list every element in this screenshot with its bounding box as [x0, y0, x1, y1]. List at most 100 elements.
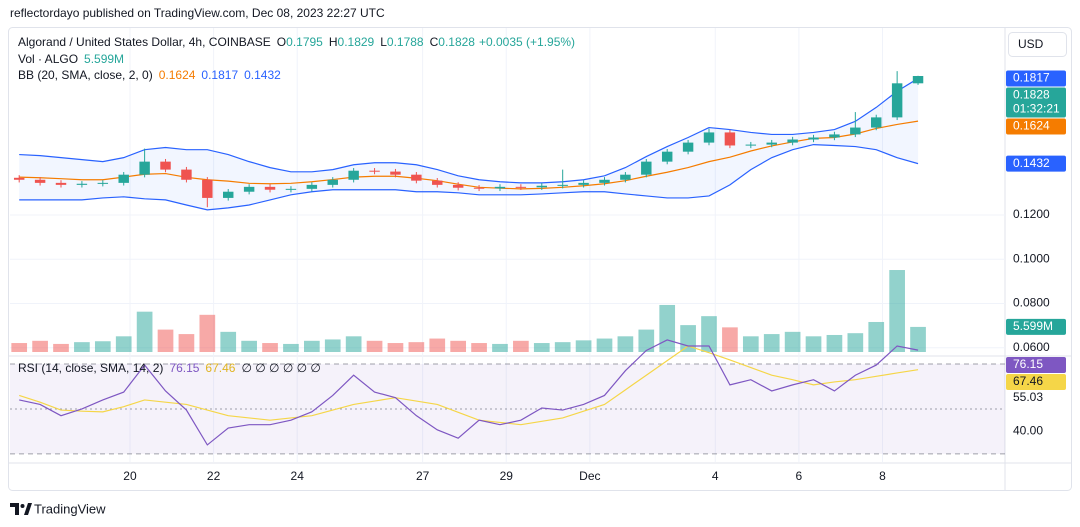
volume-bar — [11, 343, 28, 352]
y-tick-label: 0.0800 — [1013, 296, 1050, 310]
price-badge-label: 67.46 — [1013, 374, 1043, 388]
candle-body — [285, 188, 297, 190]
candle-body — [243, 186, 255, 192]
legend-item: 0.1788 — [387, 35, 424, 49]
candle-body — [494, 186, 506, 189]
candle-body — [912, 76, 924, 84]
volume-bar — [492, 343, 508, 352]
bb-lower — [19, 143, 919, 211]
candle-body — [599, 179, 610, 183]
legend-item: 0.1828 — [438, 35, 475, 49]
x-tick-label: 6 — [796, 469, 803, 483]
candle-body — [306, 184, 318, 189]
volume-bar — [617, 336, 634, 352]
volume-bar — [304, 340, 320, 352]
y-tick-label: 55.03 — [1013, 390, 1043, 404]
x-tick-label: 27 — [416, 469, 430, 483]
rsi-line — [19, 339, 919, 446]
brand-name: TradingView — [34, 501, 106, 516]
volume-bar — [408, 342, 425, 352]
legend: BB (20, SMA, close, 2, 0) 0.1624 0.1817 0.1… — [18, 68, 281, 82]
legend-item: 0.1624 — [159, 68, 196, 82]
volume-bar — [115, 336, 132, 352]
candle-body — [641, 161, 652, 175]
candle-body — [160, 161, 171, 170]
brand-logo — [10, 503, 32, 515]
candle-body — [55, 182, 67, 185]
candle-body — [97, 182, 109, 184]
legend-item: 0.1829 — [338, 35, 375, 49]
volume-bar — [659, 304, 676, 352]
volume-bar — [324, 339, 341, 352]
byline: reflectordayo published on TradingView.c… — [10, 6, 385, 20]
volume-bar — [178, 334, 195, 352]
currency-label[interactable]: USD — [1018, 37, 1044, 51]
price-badge — [1006, 155, 1066, 172]
volume-bar — [471, 343, 487, 352]
legend: Vol · ALGO 5.599M — [18, 52, 124, 66]
y-tick-label: 40.00 — [1013, 424, 1043, 438]
volume-bar — [94, 341, 111, 352]
candle-body — [557, 184, 568, 186]
chart-frame — [8, 27, 1072, 491]
candle-body — [390, 171, 401, 175]
y-tick-label: 0.1000 — [1013, 251, 1050, 265]
volume-bar — [638, 329, 655, 352]
candle-body — [118, 174, 129, 183]
price-badge-label: 0.1432 — [1013, 156, 1050, 170]
candle-body — [411, 174, 422, 181]
price-badge-label: 0.1817 — [1013, 71, 1050, 85]
volume-bar — [722, 327, 738, 352]
legend-item: H — [329, 35, 338, 49]
volume-bar — [826, 334, 843, 352]
volume-bar — [53, 343, 69, 352]
volume-bar — [450, 340, 467, 352]
volume-bar — [262, 343, 278, 352]
candle-body — [578, 182, 589, 185]
x-tick-label: 20 — [123, 469, 137, 483]
price-badge-label: 0.1828 — [1013, 88, 1050, 102]
candle-body — [139, 161, 150, 175]
volume-bar — [575, 340, 592, 352]
candle-body — [829, 134, 840, 138]
candle-body — [473, 187, 485, 189]
candle-body — [808, 137, 819, 140]
x-tick-label: 22 — [207, 469, 221, 483]
volume-bar — [136, 311, 153, 352]
legend-item: L — [380, 35, 387, 49]
legend-item: Vol · ALGO — [18, 52, 78, 66]
countdown: 01:32:21 — [1013, 102, 1060, 116]
volume-bar — [742, 336, 759, 352]
volume-bar — [513, 340, 529, 352]
candle-body — [223, 191, 234, 198]
volume-bar — [701, 316, 717, 352]
candle-body — [452, 184, 464, 188]
candle-body — [536, 185, 548, 188]
price-badge — [1006, 87, 1066, 118]
currency-button[interactable] — [1008, 32, 1067, 57]
volume-bar — [74, 342, 90, 352]
legend-item: Algorand / United States Dollar, 4h, COI… — [18, 35, 271, 49]
candle-body — [766, 142, 777, 145]
x-tick-label: 29 — [500, 469, 514, 483]
x-tick-label: Dec — [579, 469, 600, 483]
candle-body — [327, 179, 338, 185]
candle-body — [181, 169, 192, 180]
legend: Algorand / United States Dollar, 4h, COI… — [18, 35, 575, 49]
legend-item: 0.1817 — [201, 68, 238, 82]
volume-bar — [763, 334, 780, 352]
volume-bar — [910, 326, 926, 352]
legend-item: 0.1432 — [244, 68, 281, 82]
price-badge-label: 76.15 — [1013, 357, 1043, 371]
candle-body — [891, 83, 903, 118]
candle-body — [515, 186, 527, 188]
candle-body — [620, 174, 631, 180]
volume-bar — [387, 343, 404, 352]
volume-bar — [199, 314, 216, 352]
price-badge — [1006, 357, 1066, 373]
volume-bar — [283, 343, 299, 352]
volume-bar — [220, 331, 237, 352]
candle-body — [369, 170, 380, 172]
volume-bar — [554, 342, 571, 352]
